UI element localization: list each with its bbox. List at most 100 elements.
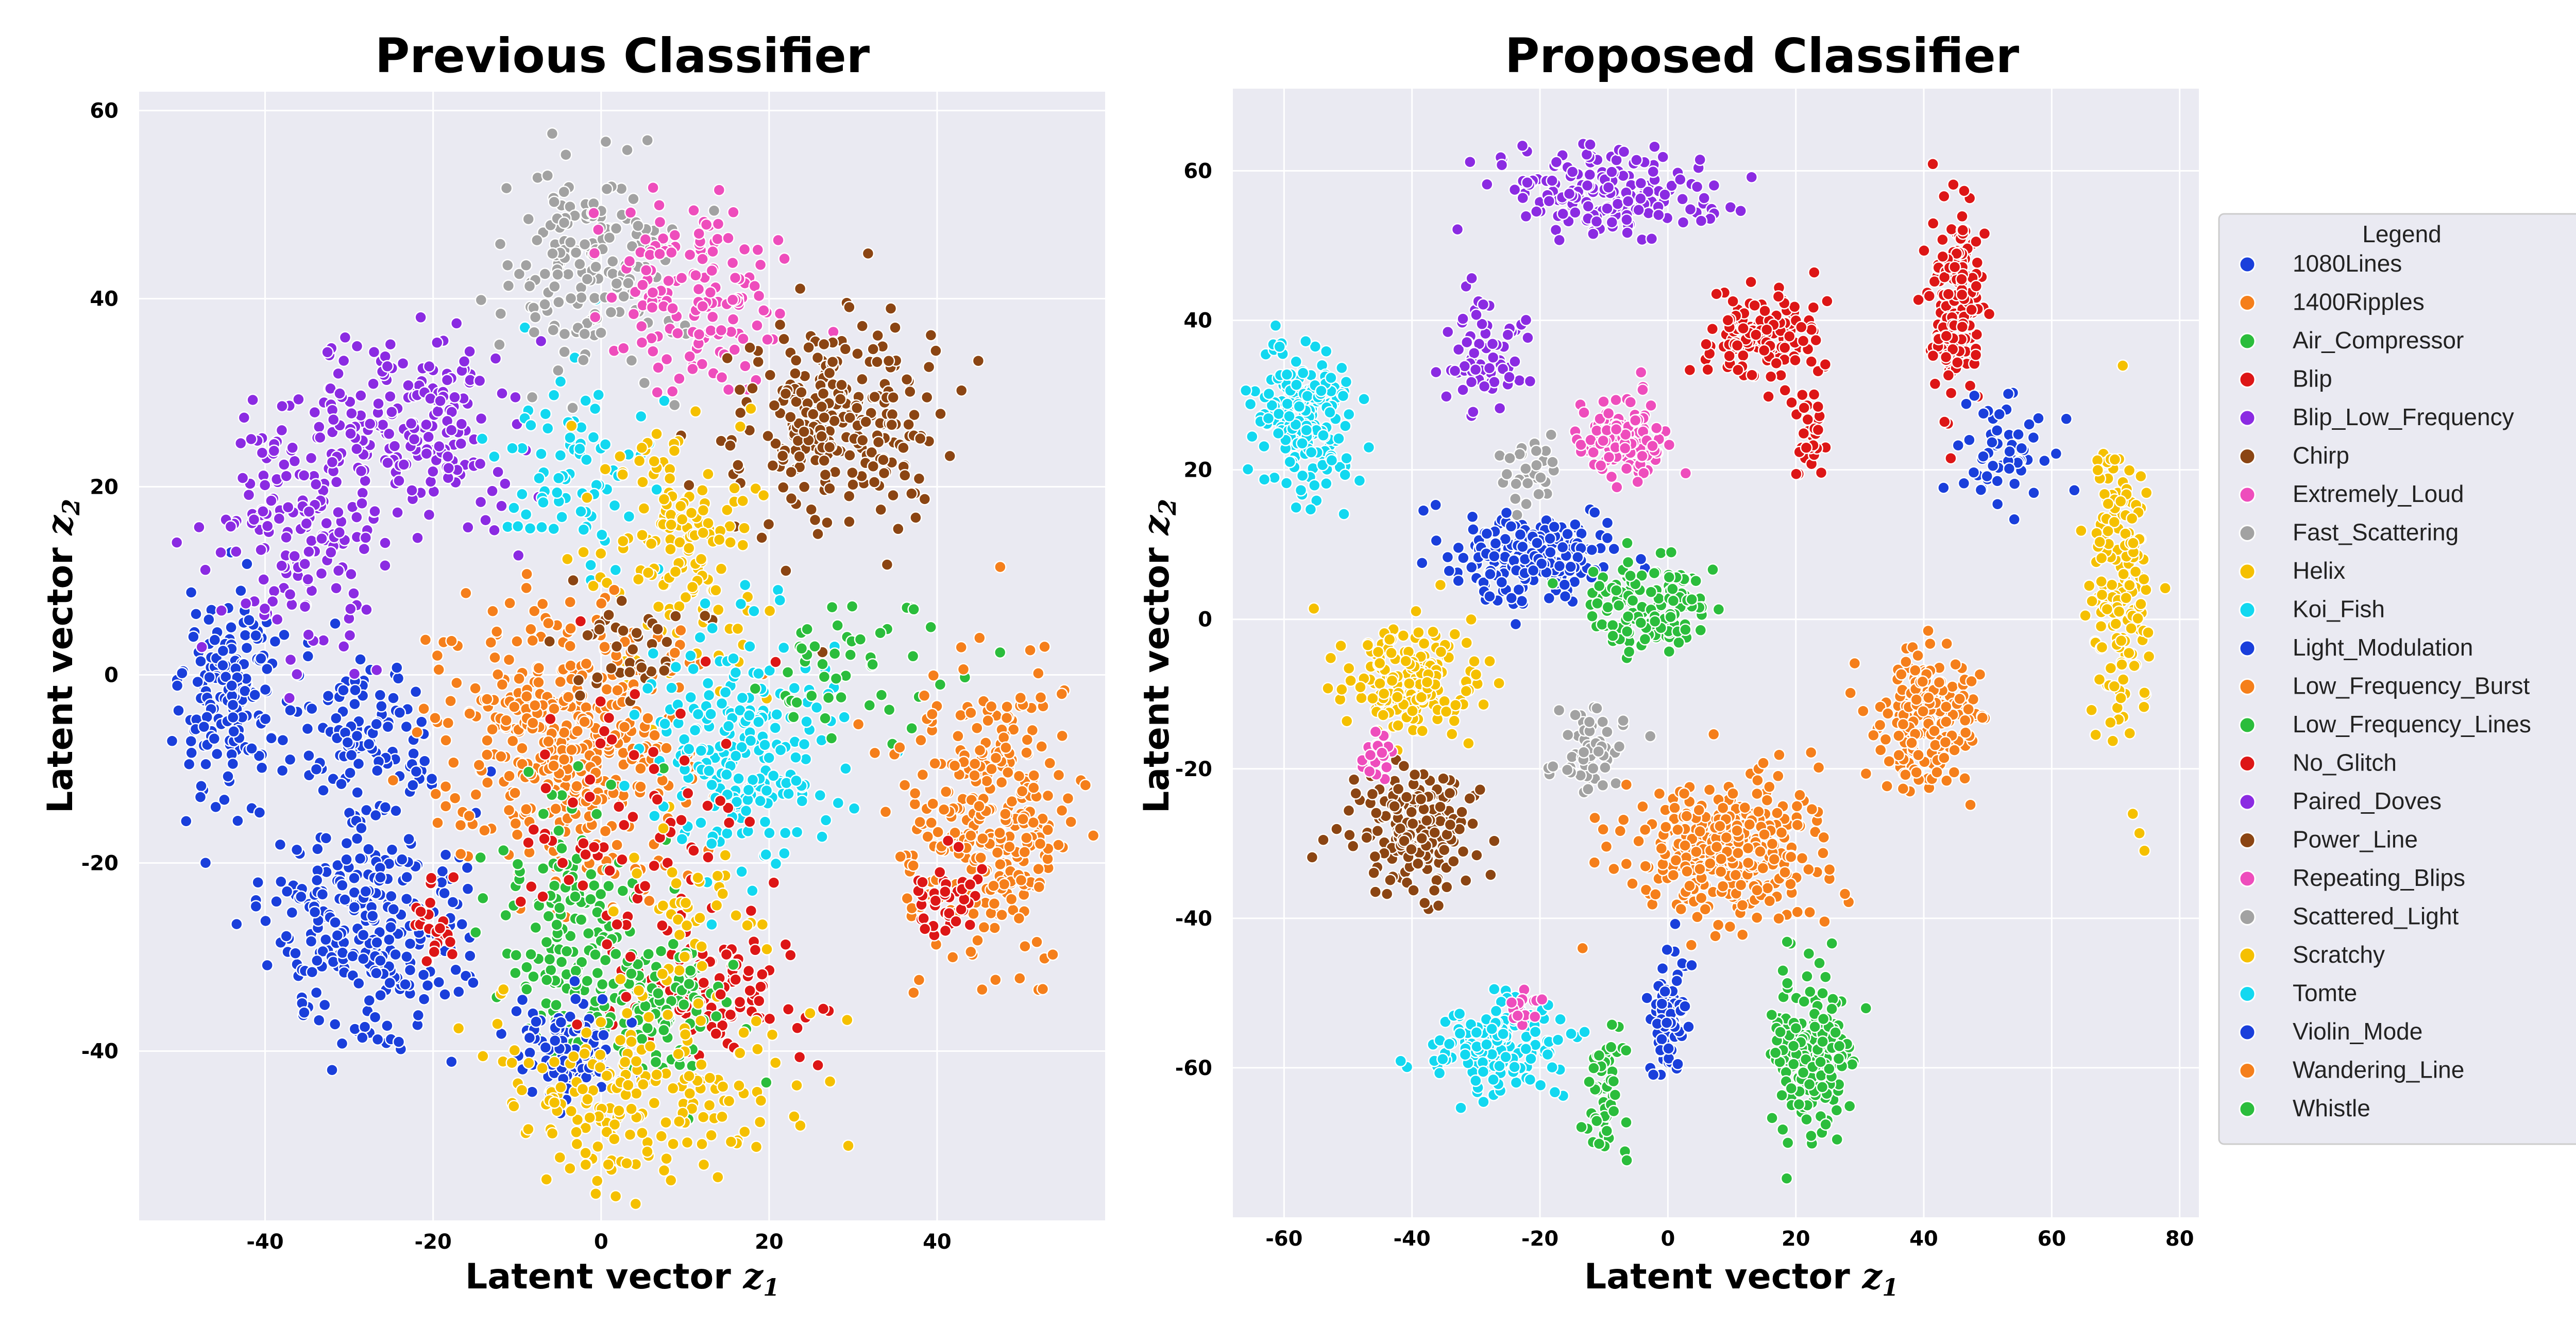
scatter-point [924,620,937,634]
scatter-point [703,1071,717,1084]
scatter-point [1650,422,1663,434]
scatter-point [721,827,734,840]
scatter-point [1486,351,1500,364]
scatter-point [1789,354,1802,367]
scatter-point [214,546,227,559]
scatter-point [474,495,487,509]
scatter-point [872,435,885,449]
scatter-point [327,413,340,426]
scatter-point [761,333,774,346]
scatter-point [1721,314,1735,327]
scatter-point [1939,350,1953,364]
scatter-point [614,972,627,986]
scatter-point [674,624,687,637]
scatter-point [678,754,691,767]
scatter-point [916,768,929,781]
scatter-point [402,379,415,392]
scatter-point [423,896,437,910]
scatter-point [278,458,291,471]
scatter-point [1239,384,1252,397]
scatter-point [648,455,660,468]
scatter-point [885,418,899,431]
scatter-point [202,613,215,626]
scatter-point [846,466,859,479]
scatter-point [441,450,454,463]
scatter-point [839,343,852,356]
scatter-point [583,790,596,803]
scatter-point [565,743,578,757]
scatter-point [665,518,677,531]
scatter-point [1005,795,1019,808]
scatter-point [785,465,798,479]
scatter-point [709,584,722,597]
scatter-point [298,1006,311,1019]
scatter-point [1590,215,1603,228]
scatter-point [1936,250,1950,263]
scatter-point [1299,334,1312,348]
scatter-point [790,1079,803,1092]
scatter-point [1521,176,1534,189]
scatter-point [1036,982,1049,996]
scatter-point [1546,456,1559,468]
scatter-point [227,725,240,738]
scatter-point [981,714,994,727]
scatter-point [629,687,641,701]
scatter-point [1621,195,1635,208]
scatter-point [1558,578,1571,591]
scatter-point [1509,492,1522,506]
scatter-point [627,308,640,321]
scatter-point [1027,781,1040,794]
scatter-point [722,231,735,245]
scatter-point [591,1140,604,1153]
scatter-point [1772,290,1785,303]
scatter-point [666,385,679,398]
scatter-point [913,815,926,829]
scatter-point [1795,321,1808,334]
scatter-point [389,948,402,961]
scatter-point [543,953,556,966]
scatter-point [641,1145,654,1158]
scatter-point [728,343,741,356]
scatter-point [170,536,183,549]
scatter-point [767,876,781,889]
scatter-point [782,787,795,800]
scatter-point [617,818,631,832]
scatter-point [325,546,337,559]
scatter-point [657,664,671,677]
scatter-point [877,466,891,480]
scatter-point [502,279,515,292]
scatter-point [628,708,641,722]
scatter-point [667,1137,680,1150]
scatter-point [554,1016,568,1029]
scatter-point [682,542,696,555]
scatter-point [522,836,535,849]
scatter-point [776,481,790,494]
scatter-point [447,870,460,884]
scatter-point [782,1003,795,1016]
scatter-point [509,817,522,830]
scatter-point [599,135,613,148]
scatter-point [880,558,894,571]
scatter-point [236,472,249,484]
scatter-point [1465,272,1478,285]
scatter-point [319,832,333,845]
scatter-point [722,1095,736,1108]
scatter-point [1061,792,1075,805]
scatter-point [387,692,400,705]
scatter-point [383,976,396,989]
scatter-point [176,666,189,680]
scatter-point [704,324,717,337]
scatter-point [1441,550,1454,564]
scatter-point [617,342,630,355]
scatter-point [1601,531,1614,545]
scatter-point [697,504,710,517]
scatter-point [742,964,755,978]
scatter-point [1417,504,1430,517]
scatter-point [856,373,869,386]
scatter-point [493,338,506,351]
scatter-point [564,622,577,635]
scatter-point [406,779,419,792]
scatter-point [577,837,590,850]
scatter-point [255,543,267,557]
